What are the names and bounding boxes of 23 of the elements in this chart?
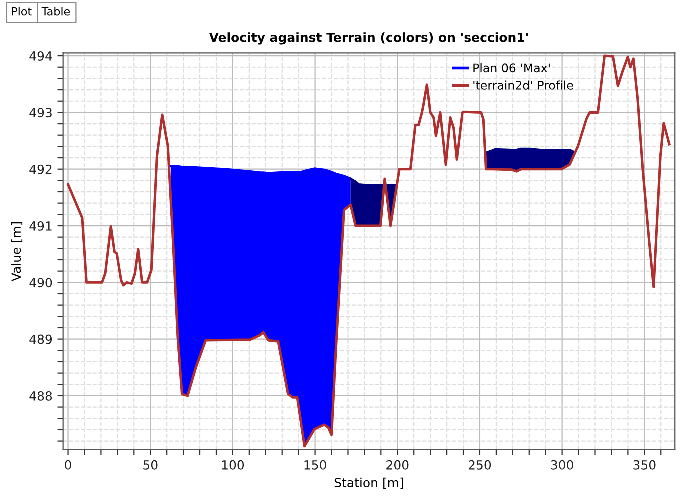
y-tick-label: 494 [30, 52, 52, 61]
y-tick-label: 489 [30, 334, 52, 344]
y-tick-label: 490 [30, 278, 52, 288]
y-tick-label: 492 [30, 164, 52, 174]
x-tick-label: 50 [144, 460, 158, 470]
line-series [67, 54, 671, 448]
x-tick-label: 0 [65, 460, 72, 470]
y-tick-label: 488 [30, 391, 52, 401]
x-tick-label: 350 [634, 460, 656, 470]
text: Plot [12, 7, 32, 16]
x-tick-label: 200 [386, 460, 409, 470]
x-tick-label: 150 [304, 460, 326, 470]
x-tick-label: 300 [551, 460, 574, 470]
legend-label: Plan 06 'Max' [474, 63, 550, 73]
y-tick-label: 491 [30, 221, 52, 231]
text: Table [42, 7, 70, 16]
x-tick-label: 250 [468, 460, 492, 470]
y-tick-label: 493 [30, 108, 52, 118]
chart-title: Velocity against Terrain (colors) on 'seccion1' [209, 32, 528, 45]
x-tick-label: 100 [222, 460, 244, 470]
x-axis-title: Station [m] [334, 478, 404, 490]
legend-label: 'terrain2d' Profile [474, 80, 574, 90]
y-axis-title: Value [m] [11, 222, 23, 282]
